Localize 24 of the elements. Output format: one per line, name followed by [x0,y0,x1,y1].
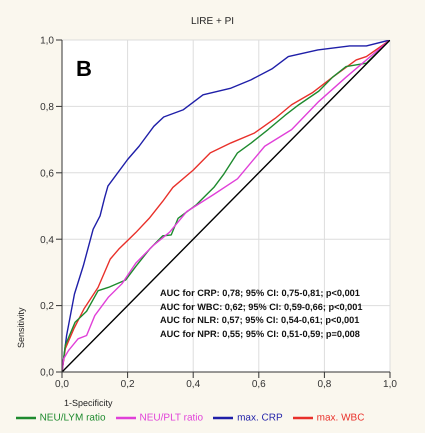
annotation: AUC for CRP: 0,78; 95% CI: 0,75-0,81; p<0,001 [160,287,361,300]
x-tick-label: 0,2 [120,379,135,390]
x-tick-label: 0,8 [317,379,332,390]
legend-label: NEU/LYM ratio [40,412,106,424]
annotation: AUC for WBC: 0,62; 95% CI: 0,59-0,66; p<0,001 [160,300,362,314]
y-tick-label: 0,0 [40,368,54,379]
annotation: B [76,56,92,82]
y-tick-label: 0,4 [40,234,54,246]
y-axis-title: Sensitivity [16,306,26,348]
annotation: AUC for NLR: 0,57; 95% CI: 0,54-0,61; p<0,001 [160,314,360,327]
x-tick-label: 0,0 [55,379,70,390]
x-tick-label: 0,4 [186,379,201,390]
annotation: AUC for NPR: 0,55; 95% CI: 0,51-0,59; p=0,008 [160,328,361,341]
x-axis-title: 1-Specificity [64,398,114,408]
legend-label: NEU/PLT ratio [140,412,204,424]
y-tick-label: 0,6 [40,168,54,180]
y-tick-label: 1,0 [40,36,54,47]
legend-label: max. CRP [237,412,283,424]
x-tick-label: 0,6 [252,379,266,390]
y-tick-label: 0,8 [40,102,54,113]
x-tick-label: 1,0 [383,379,398,390]
y-tick-label: 0,2 [40,301,54,312]
chart-title: LIRE + PI [190,16,236,27]
legend-label: max. WBC [316,412,364,424]
